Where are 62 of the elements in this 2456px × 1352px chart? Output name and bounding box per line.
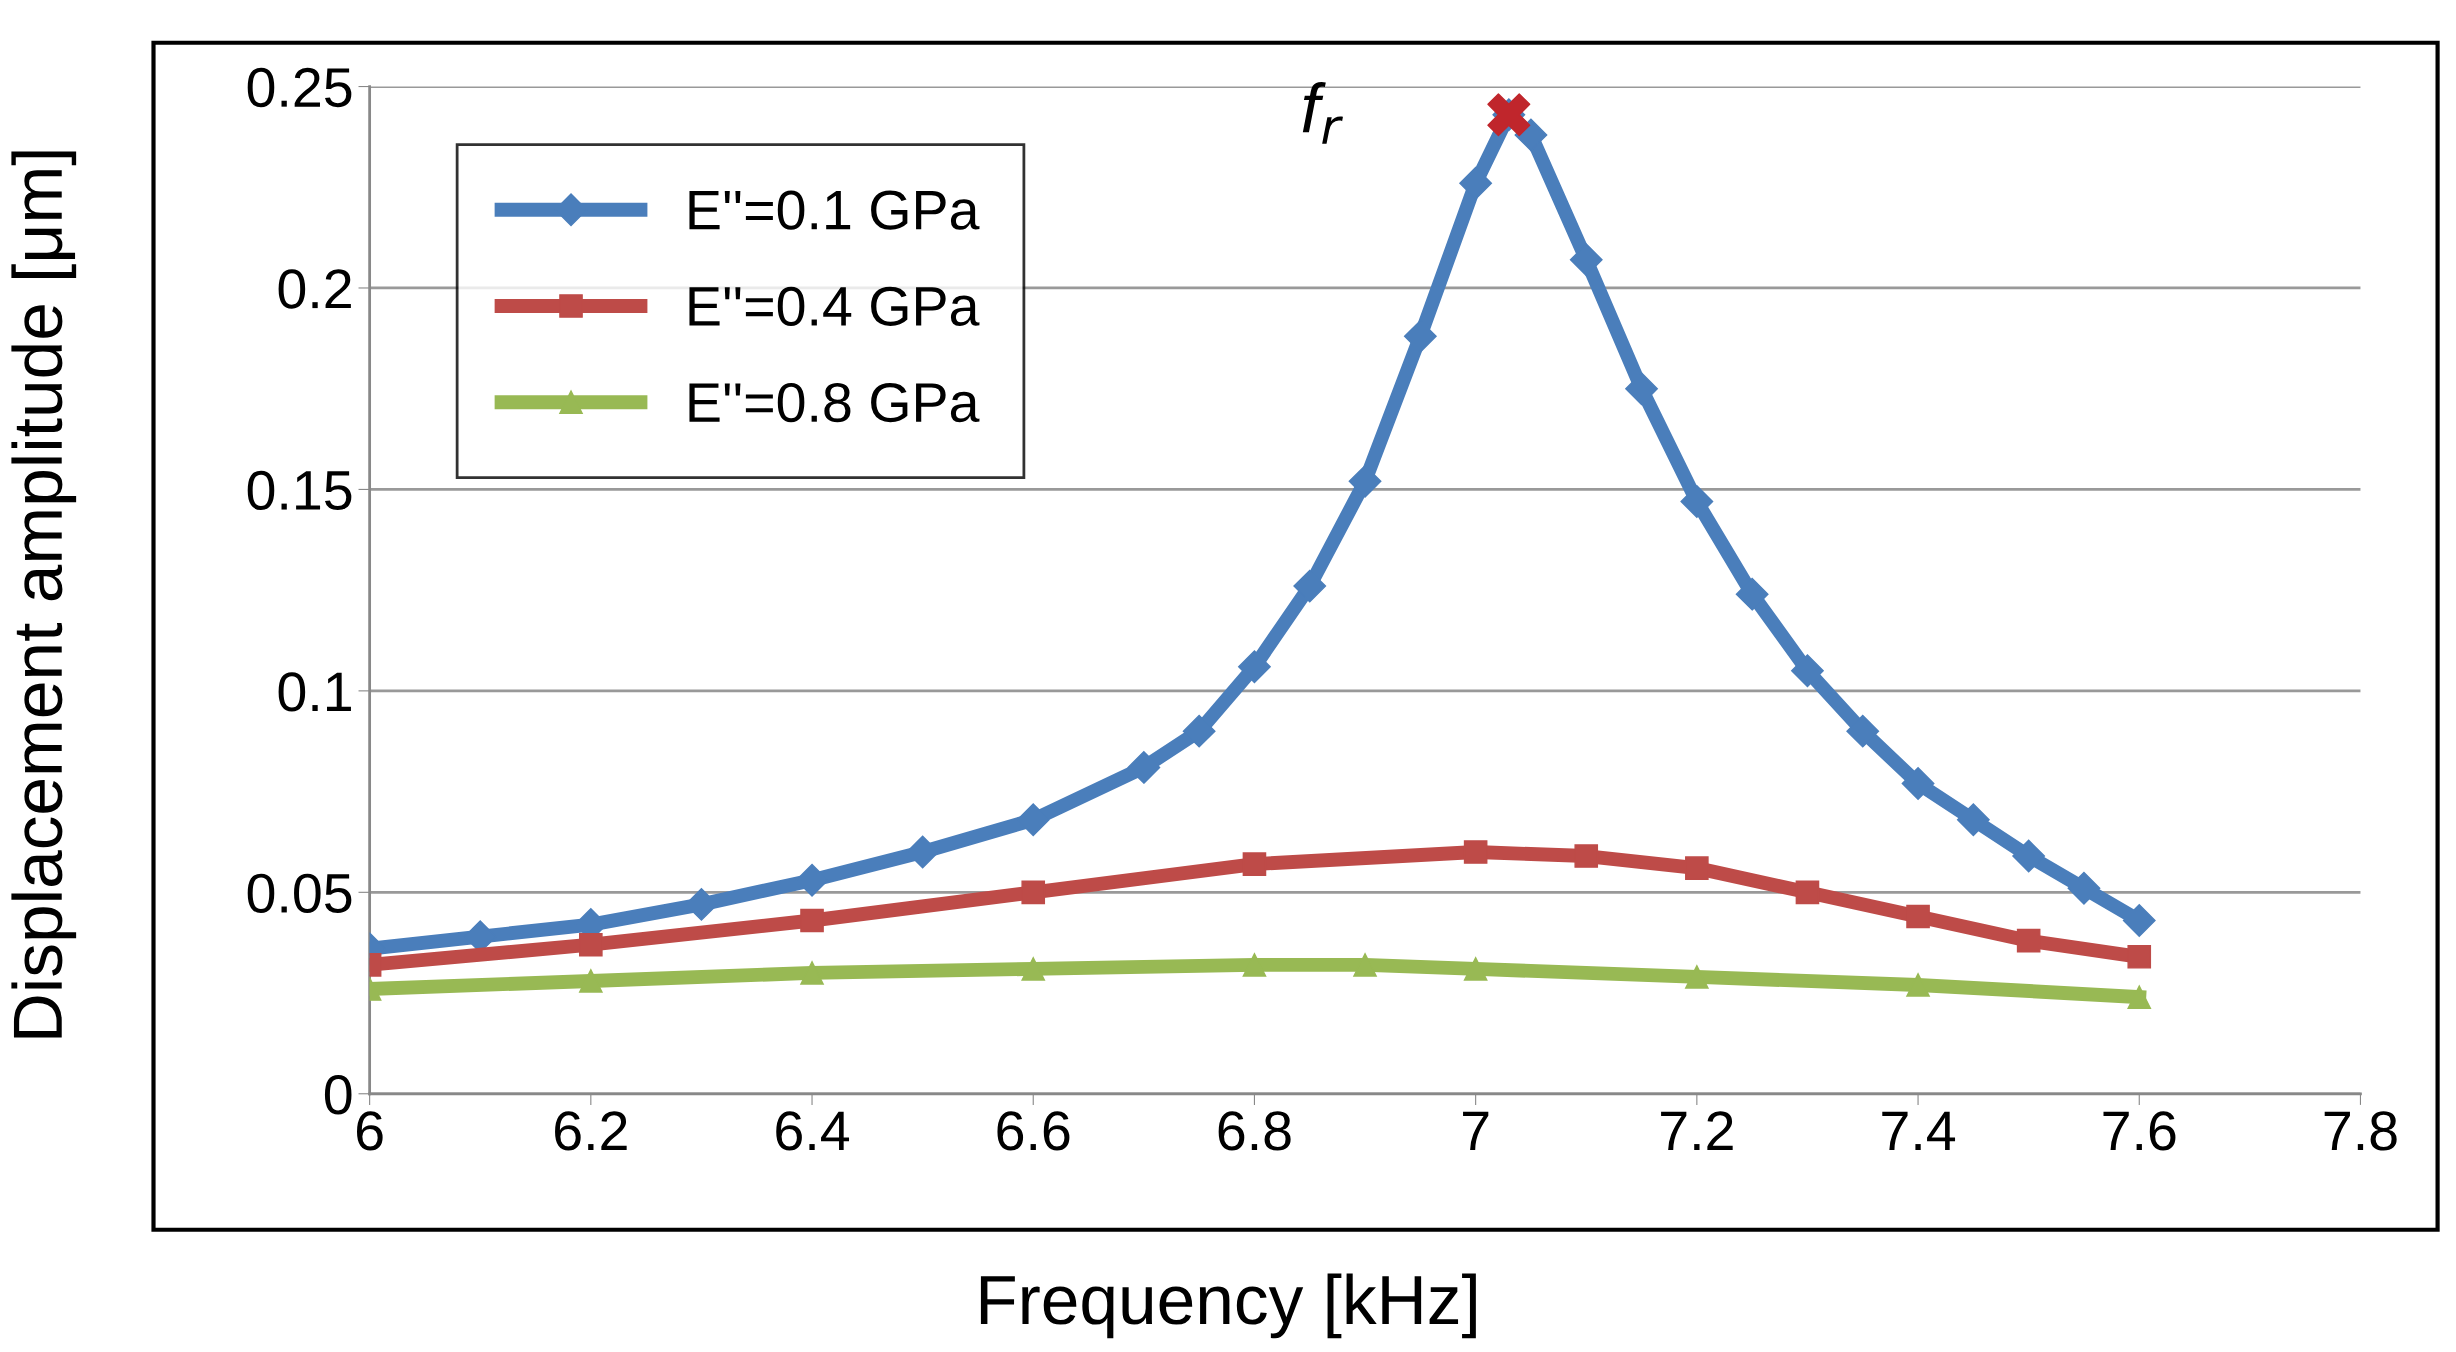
x-tick-label: 7 [1463,1111,1489,1150]
point [800,908,824,933]
y-tick-label: 0.25 [247,67,352,108]
point [1021,957,1046,981]
point [1348,464,1382,498]
point [1680,485,1714,518]
point [2016,928,2041,953]
x-tick-label: 6.6 [997,1111,1070,1151]
point [1795,880,1820,905]
point [1625,372,1658,406]
point [1403,319,1437,353]
x-tick-label: 7.8 [2324,1111,2397,1151]
x-tick-label: 7.4 [1882,1111,1956,1150]
legend-label: E''=0.8 GPa [689,382,980,423]
point [579,969,603,993]
point [1016,803,1050,837]
point [1906,973,1930,997]
point [1956,803,1990,837]
point [2127,944,2152,969]
x-axis-title: Frequency [kHz] [980,1273,1476,1339]
y-tick-label: 0.2 [278,269,351,309]
x-tick-label: 6.2 [555,1111,627,1151]
point [1353,953,1377,977]
x-tick-label: 6.8 [1218,1111,1291,1151]
point [1846,714,1880,748]
point [1463,957,1488,981]
annotation: f$_{r}$ [1302,81,1343,144]
point [1459,166,1493,200]
point [1021,880,1046,905]
point [1293,569,1327,603]
point [906,835,940,869]
point [2127,985,2152,1009]
legend-label: E''=0.4 GPa [689,286,980,327]
point [1238,650,1271,684]
point [1685,965,1709,989]
legend-label: E''=0.1 GPa [689,190,980,230]
point [1791,654,1824,688]
y-tick-label: 0.1 [278,672,351,712]
point [1569,243,1603,277]
x-tick-label: 7.6 [2103,1111,2176,1151]
point [1127,751,1161,784]
point [1242,852,1267,876]
y-tick-label: 0 [324,1075,352,1115]
point [2122,904,2156,937]
point [2067,871,2101,905]
point [579,932,603,957]
point [800,961,824,985]
point [1906,904,1930,929]
point [1735,577,1769,611]
point [1242,953,1267,977]
point [2012,839,2046,873]
y-tick-label: 0.05 [247,873,352,913]
point [1463,840,1488,864]
y-tick-label: 0.15 [247,470,352,511]
y-axis-title: Displacement amplitude [μm] [11,151,77,1038]
point [1685,856,1709,880]
x-tick-label: 6 [357,1111,383,1151]
point [1574,844,1599,868]
point [1901,767,1935,800]
x-tick-label: 7.2 [1661,1111,1733,1150]
x-tick-label: 6.4 [776,1111,850,1151]
point [1182,714,1216,748]
